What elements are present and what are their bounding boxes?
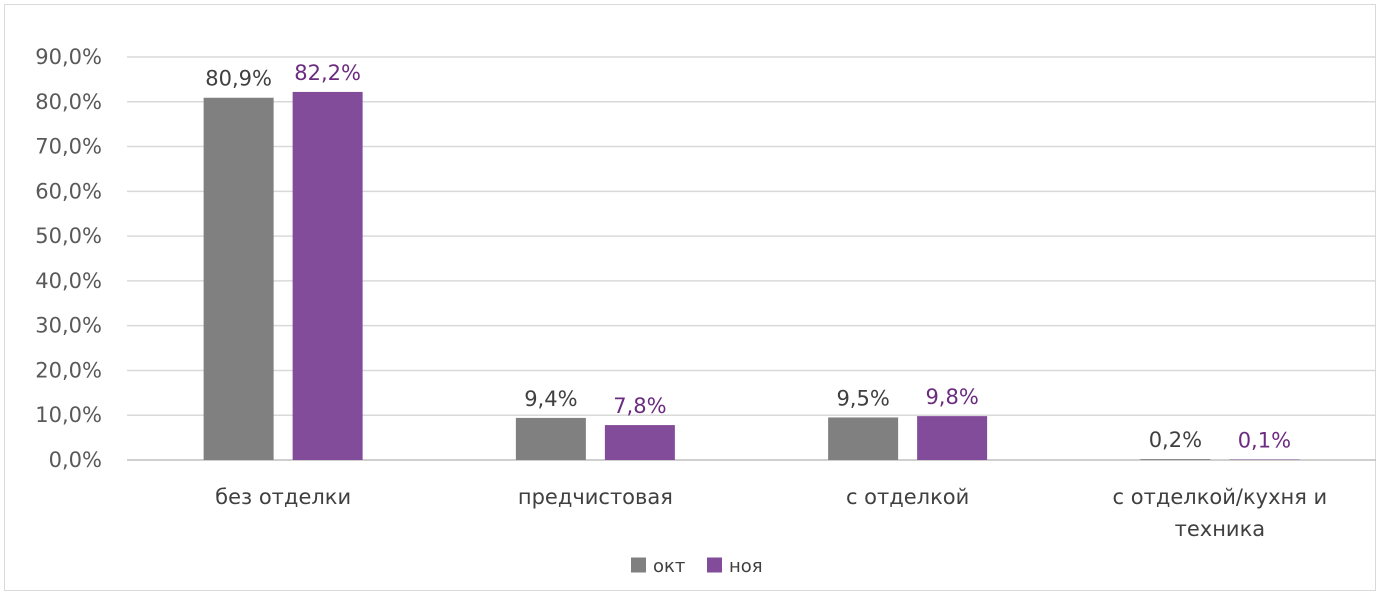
y-tick-label: 30,0%	[35, 314, 102, 338]
y-tick-label: 0,0%	[49, 448, 102, 472]
y-tick-label: 10,0%	[35, 403, 102, 427]
x-category-label: без отделки	[215, 485, 351, 509]
bar-окт-1	[203, 97, 274, 461]
y-tick-label: 20,0%	[35, 358, 102, 382]
data-label: 82,2%	[294, 61, 361, 85]
y-tick-label: 40,0%	[35, 269, 102, 293]
data-label: 80,9%	[205, 67, 272, 91]
bar-ноя-2	[604, 425, 675, 460]
legend: окт ноя	[631, 556, 763, 577]
bar-ноя-3	[917, 416, 988, 460]
x-axis: без отделки предчистовая с отделкой с отдел…	[215, 485, 1327, 541]
y-axis: 0,0% 10,0% 20,0% 30,0% 40,0% 50,0% 60,0% 70,0% 8…	[35, 45, 102, 472]
data-label: 0,2%	[1149, 428, 1202, 452]
legend-swatch-ноя	[707, 557, 722, 573]
bar-окт-3	[828, 417, 899, 460]
data-label: 9,4%	[524, 387, 577, 411]
x-category-label: предчистовая	[518, 485, 673, 509]
bar-окт-4	[1140, 459, 1211, 460]
data-label: 9,5%	[836, 386, 889, 410]
data-label: 9,8%	[925, 385, 978, 409]
legend-label: окт	[653, 556, 685, 577]
y-tick-label: 90,0%	[35, 45, 102, 69]
bars	[203, 91, 1300, 461]
bar-окт-2	[515, 417, 586, 460]
x-category-label: с отделкой/кухня и техника	[1113, 485, 1328, 541]
data-labels: 80,9% 82,2% 9,4% 7,8% 9,5% 9,8% 0,2% 0,1%	[205, 61, 1291, 453]
y-tick-label: 50,0%	[35, 224, 102, 248]
data-label: 7,8%	[613, 394, 666, 418]
y-tick-label: 80,0%	[35, 90, 102, 114]
y-tick-label: 60,0%	[35, 179, 102, 203]
bar-ноя-1	[292, 91, 363, 460]
x-category-label: с отделкой	[846, 485, 969, 509]
legend-label: ноя	[729, 556, 763, 577]
legend-swatch-окт	[631, 557, 646, 573]
y-tick-label: 70,0%	[35, 135, 102, 159]
data-label: 0,1%	[1238, 429, 1291, 453]
